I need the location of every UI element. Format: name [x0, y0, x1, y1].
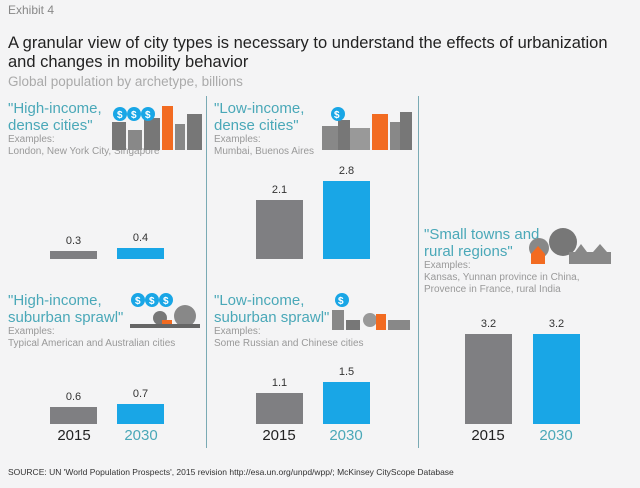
examples-text: Typical American and Australian cities: [8, 338, 176, 349]
examples-text: Some Russian and Chinese cities: [214, 338, 364, 349]
data-label: 2.1: [271, 184, 288, 197]
panel-high-income-dense: "High-income, dense cities" Examples: Lo…: [8, 100, 160, 158]
examples-text: Mumbai, Buenos Aires: [214, 146, 315, 157]
svg-text:$: $: [117, 110, 123, 121]
year-label-2030: 2030: [124, 427, 158, 444]
city-skyline-dollar-icon: $ $ $: [112, 106, 202, 150]
suburb-dollar-icon: $ $ $: [130, 293, 200, 328]
svg-text:$: $: [338, 296, 344, 307]
data-label: 3.2: [548, 318, 565, 331]
examples-label: Examples:: [214, 326, 261, 337]
svg-text:$: $: [135, 296, 141, 307]
examples-text: London, New York City, Singapore: [8, 146, 160, 157]
bar-2030: [117, 247, 164, 259]
panel-title: "High-income, dense cities": [8, 100, 102, 134]
panel-title: "High-income, suburban sprawl": [8, 292, 124, 326]
examples-text: Kansas, Yunnan province in China, Proven…: [424, 272, 580, 295]
data-label: 0.6: [65, 391, 82, 404]
chart-subtitle: Global population by archetype, billions: [8, 74, 243, 89]
panel-title: "Small towns and rural regions": [424, 226, 540, 260]
year-label-2015: 2015: [471, 427, 505, 444]
year-label-2030: 2030: [539, 427, 573, 444]
year-label-2030: 2030: [329, 427, 363, 444]
examples-label: Examples:: [8, 326, 55, 337]
svg-text:$: $: [163, 296, 169, 307]
examples-label: Examples:: [8, 134, 55, 145]
bar-2015: [50, 407, 97, 424]
data-label: 3.2: [480, 318, 497, 331]
bar-2030: [117, 404, 164, 424]
panel-title: "Low-income, suburban sprawl": [214, 292, 330, 326]
data-label: 1.5: [338, 366, 355, 378]
panel-title: "Low-income, dense cities": [214, 100, 305, 134]
town-trees-icon: [529, 228, 611, 264]
data-label: 2.8: [338, 164, 355, 177]
bar-2030: [323, 180, 370, 259]
svg-text:$: $: [145, 110, 151, 121]
bar-2030: [323, 382, 370, 424]
bar-2015: [256, 393, 303, 424]
sprawl-dollar-icon: $: [332, 293, 410, 330]
panel-small-towns-rural: "Small towns and rural regions" Examples…: [424, 226, 579, 296]
panel-low-income-sprawl: "Low-income, suburban sprawl" Examples: …: [214, 292, 364, 350]
exhibit-label: Exhibit 4: [8, 3, 55, 17]
column-divider: [418, 96, 419, 448]
svg-text:$: $: [131, 110, 137, 121]
data-label: 0.3: [65, 234, 82, 247]
chart-title: A granular view of city types is necessa…: [8, 34, 608, 71]
svg-text:$: $: [149, 296, 155, 307]
data-label: 1.1: [271, 377, 288, 390]
svg-text:$: $: [334, 110, 340, 121]
year-label-2015: 2015: [57, 427, 91, 444]
examples-label: Examples:: [214, 134, 261, 145]
dense-city-dollar-icon: $: [322, 107, 412, 150]
year-label-2015: 2015: [262, 427, 296, 444]
column-divider: [206, 96, 207, 448]
source-note: SOURCE: UN 'World Population Prospects',…: [8, 467, 454, 477]
bar-2015: [256, 200, 303, 259]
panel-high-income-sprawl: "High-income, suburban sprawl" Examples:…: [8, 292, 176, 350]
examples-label: Examples:: [424, 260, 471, 271]
bar-2030: [533, 334, 580, 424]
bar-2015: [465, 334, 512, 424]
bar-2015: [50, 250, 97, 259]
panel-low-income-dense: "Low-income, dense cities" Examples: Mum…: [214, 100, 324, 158]
data-label: 0.7: [132, 388, 149, 401]
data-label: 0.4: [132, 231, 149, 244]
